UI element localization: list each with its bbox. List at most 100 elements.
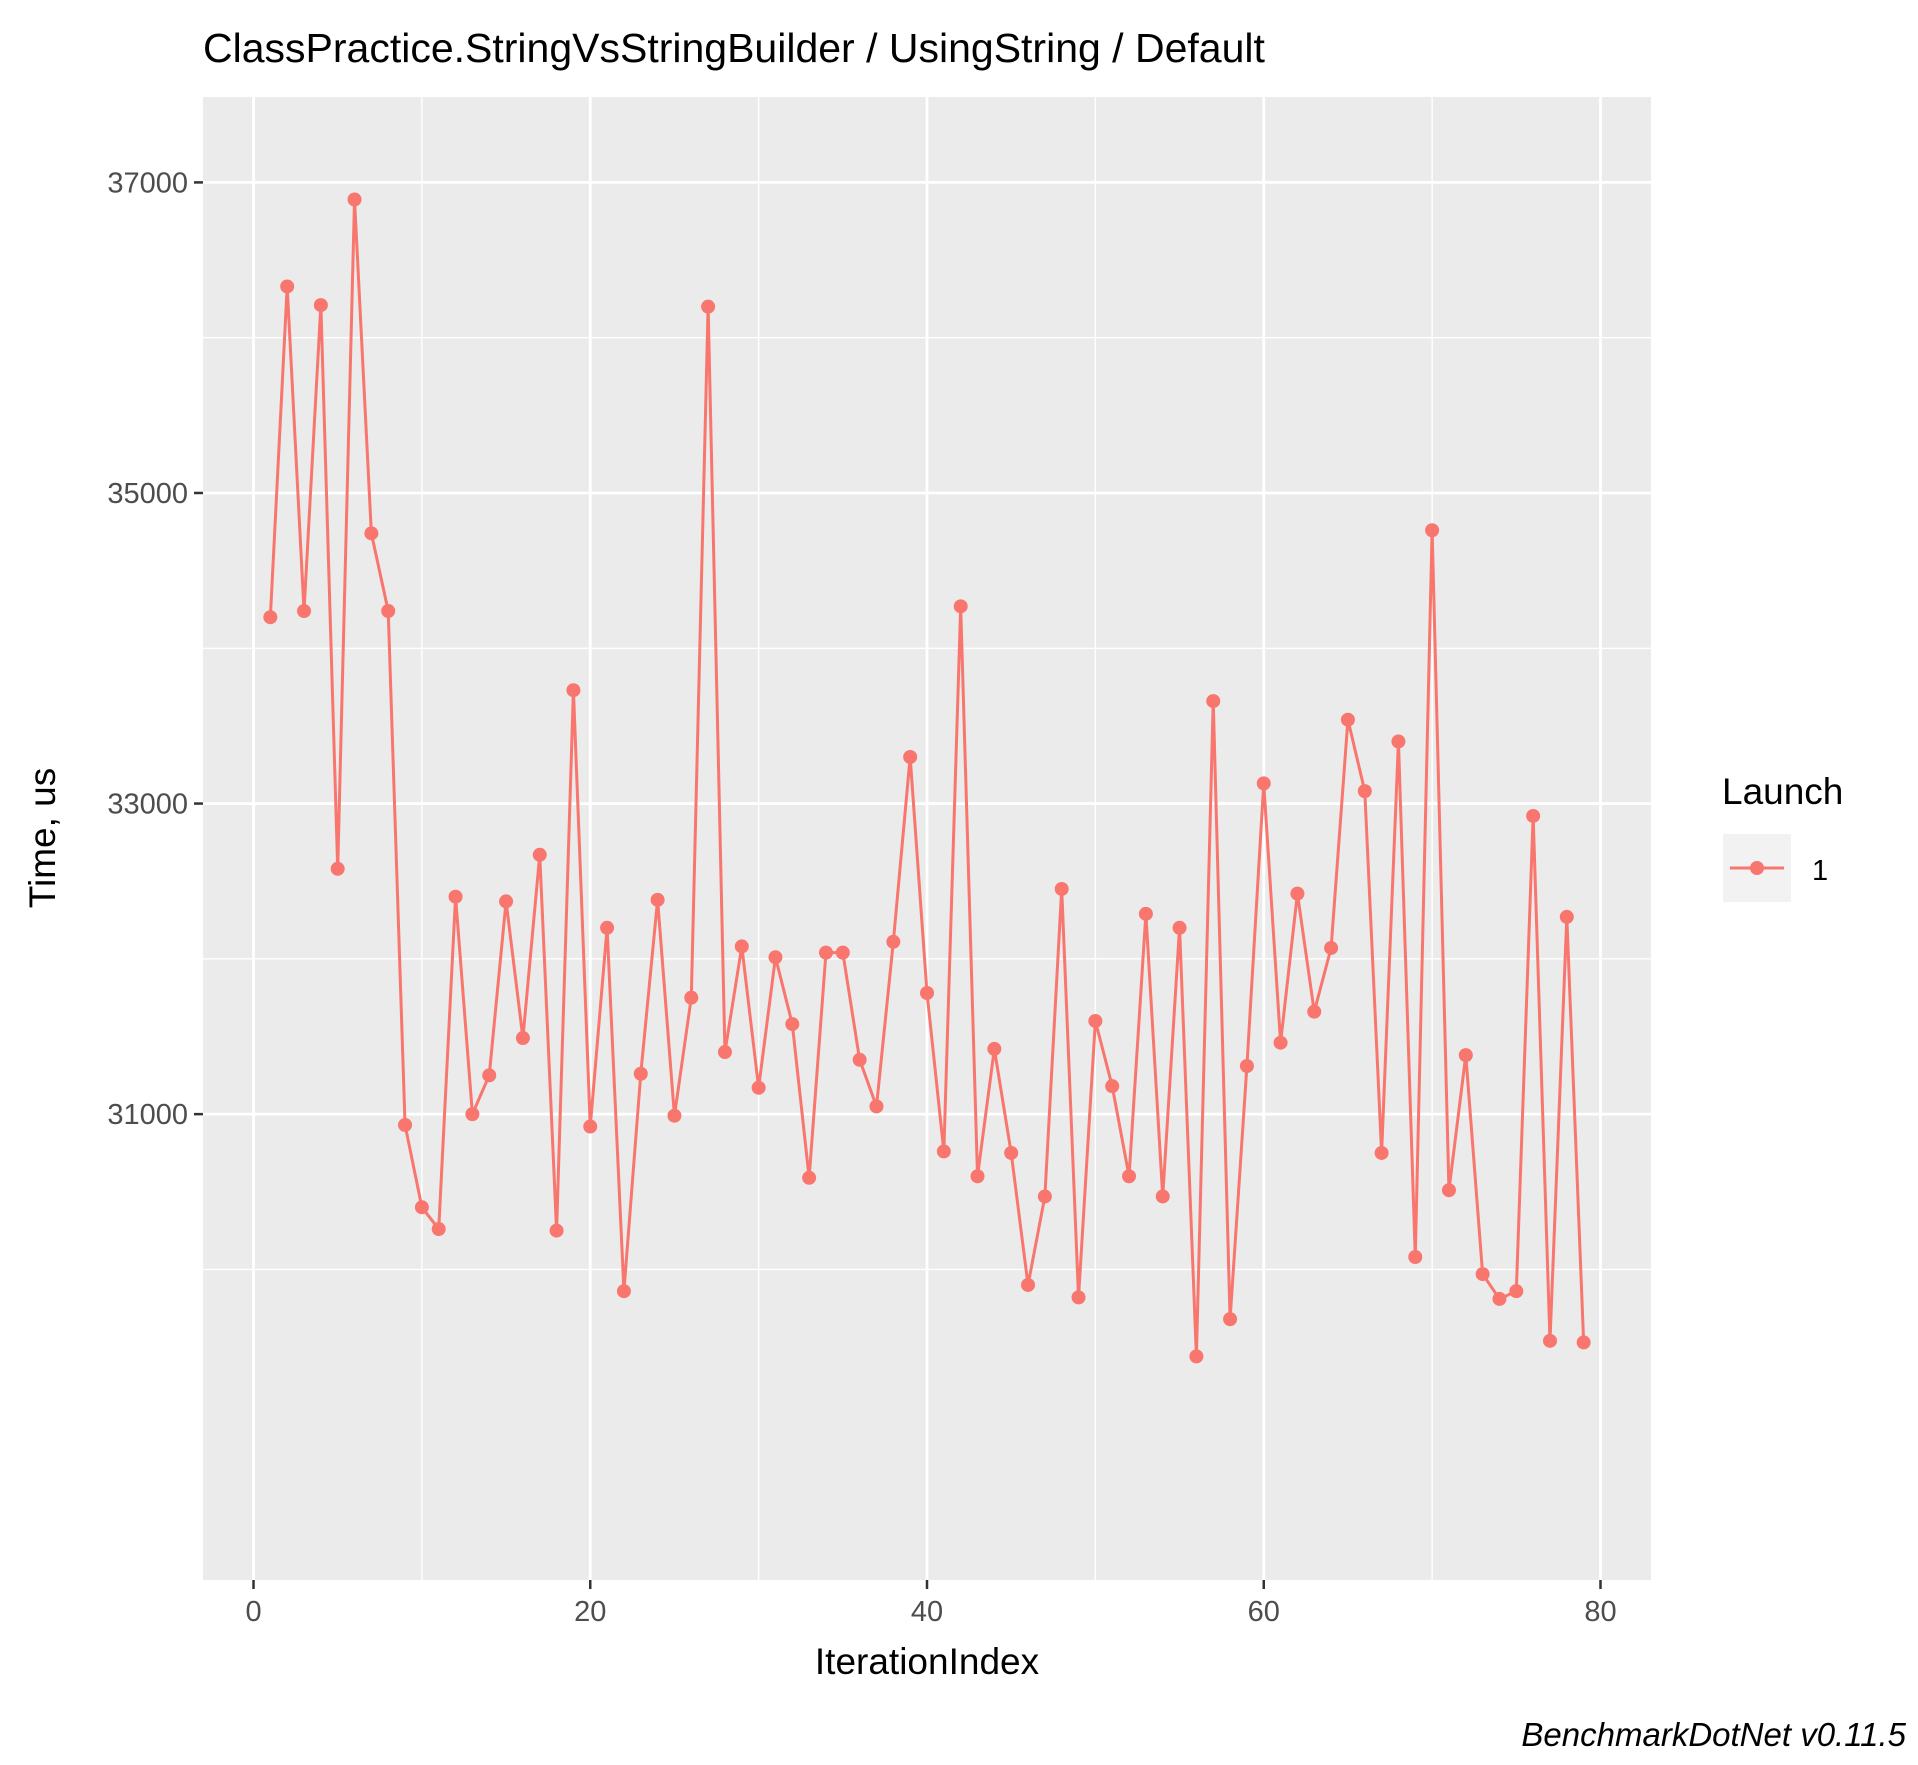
- y-tick-labels: 31000 33000 35000 37000: [107, 167, 188, 1131]
- data-point: [1105, 1079, 1120, 1094]
- data-point: [869, 1099, 884, 1114]
- data-point: [751, 1080, 766, 1095]
- data-point: [818, 945, 833, 960]
- data-point: [583, 1119, 598, 1134]
- major-gridlines: [203, 97, 1651, 1580]
- data-point: [1273, 1035, 1288, 1050]
- data-point: [398, 1118, 413, 1133]
- data-point: [1441, 1183, 1456, 1198]
- data-point: [297, 604, 312, 619]
- data-point: [616, 1284, 631, 1299]
- data-point: [953, 599, 968, 614]
- y-tick-label: 37000: [107, 167, 188, 199]
- data-point: [465, 1107, 480, 1122]
- data-point: [600, 920, 615, 935]
- data-point: [1054, 881, 1069, 896]
- x-tick-label: 40: [911, 1596, 943, 1628]
- data-point: [515, 1031, 530, 1046]
- data-point: [1492, 1291, 1507, 1306]
- data-point: [835, 945, 850, 960]
- data-point: [566, 683, 581, 698]
- data-point: [920, 986, 934, 1001]
- data-point: [886, 934, 901, 949]
- data-point: [381, 604, 396, 619]
- data-point: [549, 1223, 564, 1238]
- data-point: [313, 298, 328, 313]
- y-tick-label: 33000: [107, 789, 188, 821]
- data-point: [1425, 523, 1440, 538]
- data-point: [701, 299, 716, 314]
- legend-title: Launch: [1722, 771, 1843, 812]
- y-axis-title: Time, us: [22, 768, 63, 908]
- data-point: [1357, 784, 1372, 799]
- data-point: [734, 939, 749, 954]
- x-tick-label: 0: [245, 1596, 261, 1628]
- data-point: [1526, 808, 1541, 823]
- legend: Launch 1: [1722, 771, 1843, 902]
- data-point: [1088, 1013, 1103, 1028]
- data-point: [414, 1200, 429, 1215]
- data-point: [1408, 1250, 1423, 1265]
- series-layer: [263, 192, 1591, 1364]
- data-point: [1004, 1145, 1019, 1160]
- data-point: [852, 1052, 867, 1067]
- data-point: [633, 1066, 648, 1081]
- data-point: [1256, 776, 1271, 791]
- data-point: [1223, 1312, 1238, 1327]
- data-point: [1391, 734, 1406, 749]
- data-point: [1374, 1145, 1389, 1160]
- data-point: [482, 1068, 497, 1083]
- data-point: [448, 889, 463, 904]
- data-point: [499, 894, 514, 909]
- data-point: [785, 1017, 800, 1032]
- data-point: [970, 1169, 985, 1184]
- legend-entry-label: 1: [1812, 855, 1828, 887]
- data-point: [1324, 940, 1339, 955]
- data-point: [1475, 1267, 1490, 1282]
- data-point: [1138, 906, 1153, 921]
- data-point: [364, 526, 379, 541]
- x-tick-labels: 0 20 40 60 80: [245, 1596, 1616, 1628]
- x-tick-label: 60: [1248, 1596, 1280, 1628]
- data-point: [717, 1045, 732, 1060]
- data-point: [1172, 920, 1187, 935]
- data-point: [1239, 1058, 1254, 1073]
- caption: BenchmarkDotNet v0.11.5: [1521, 1716, 1906, 1753]
- data-point: [1037, 1189, 1052, 1204]
- data-point: [684, 990, 699, 1005]
- data-point: [1290, 886, 1305, 901]
- data-point: [936, 1144, 951, 1159]
- data-point: [987, 1041, 1002, 1056]
- x-tick-label: 80: [1584, 1596, 1616, 1628]
- data-point: [903, 749, 918, 764]
- data-point: [1307, 1004, 1322, 1019]
- data-point: [1340, 712, 1355, 727]
- data-point: [802, 1170, 817, 1185]
- data-point: [667, 1108, 682, 1123]
- data-point: [1155, 1189, 1170, 1204]
- data-point: [650, 892, 665, 907]
- data-point: [347, 192, 362, 207]
- x-axis-title: IterationIndex: [815, 1641, 1040, 1682]
- axis-ticks: [194, 181, 1602, 1589]
- data-point: [280, 279, 295, 294]
- data-point: [1542, 1333, 1557, 1348]
- data-point: [1189, 1349, 1204, 1364]
- data-point: [532, 847, 547, 862]
- data-point: [768, 950, 783, 965]
- data-point: [1458, 1048, 1473, 1063]
- data-point: [1559, 909, 1574, 924]
- data-point: [431, 1222, 446, 1237]
- data-point: [263, 610, 278, 625]
- data-point: [1509, 1284, 1524, 1299]
- y-tick-label: 31000: [107, 1099, 188, 1131]
- data-point: [330, 861, 345, 876]
- y-tick-label: 35000: [107, 478, 188, 510]
- data-point: [1122, 1169, 1137, 1184]
- data-point: [1021, 1277, 1036, 1292]
- legend-key-point: [1750, 861, 1764, 875]
- data-point: [1206, 694, 1221, 709]
- data-point: [1576, 1335, 1591, 1350]
- chart-title: ClassPractice.StringVsStringBuilder / Us…: [203, 25, 1265, 71]
